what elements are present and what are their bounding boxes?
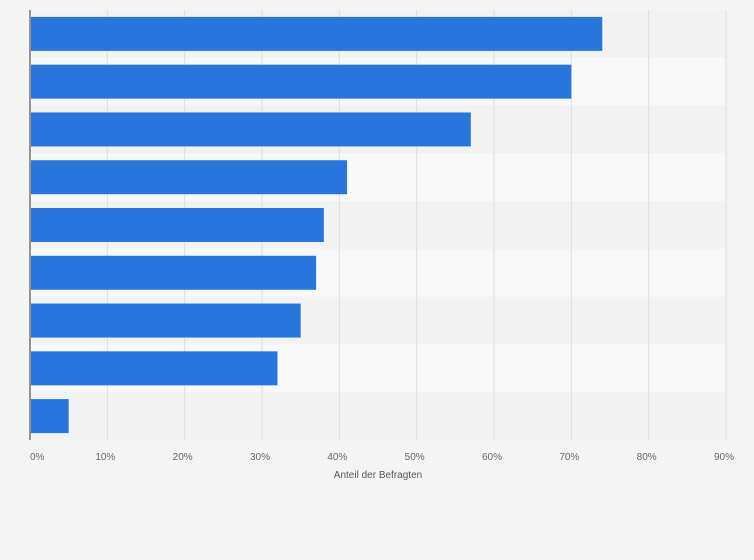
bar[interactable] <box>31 112 471 147</box>
x-tick-label: 70% <box>559 452 579 463</box>
bar[interactable] <box>31 16 603 51</box>
bar[interactable] <box>31 303 301 338</box>
bar[interactable] <box>31 64 572 99</box>
x-tick-label: 80% <box>637 452 657 463</box>
x-axis-title: Anteil der Befragten <box>334 470 422 481</box>
bar[interactable] <box>31 208 324 242</box>
bar[interactable] <box>31 255 317 290</box>
bar[interactable] <box>31 351 278 386</box>
row-band <box>30 392 726 440</box>
x-tick-label: 0% <box>30 452 45 463</box>
x-tick-label: 50% <box>405 452 425 463</box>
x-tick-label: 60% <box>482 452 502 463</box>
x-tick-label: 10% <box>95 452 115 463</box>
x-tick-label: 30% <box>250 452 270 463</box>
x-tick-label: 90% <box>714 452 734 463</box>
bar[interactable] <box>31 160 348 195</box>
x-tick-label: 40% <box>327 452 347 463</box>
x-tick-label: 20% <box>173 452 193 463</box>
bar[interactable] <box>31 399 69 434</box>
